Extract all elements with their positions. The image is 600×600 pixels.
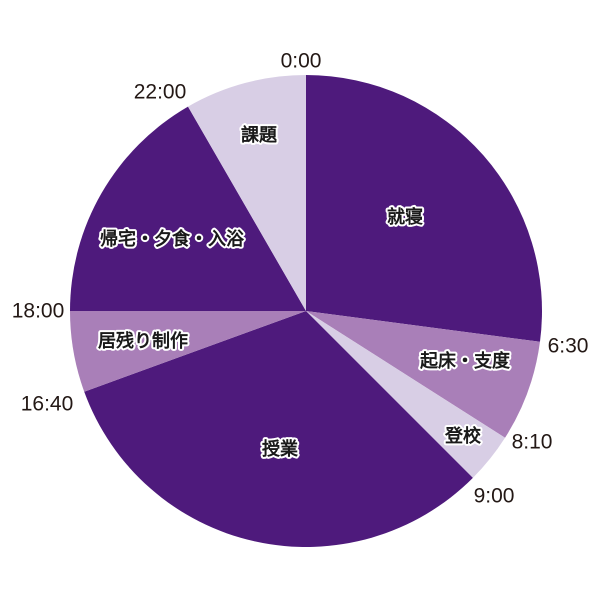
pie-slice	[188, 75, 306, 311]
slice-label: 起床・支度	[419, 350, 511, 372]
slice-label: 帰宅・夕食・入浴	[100, 228, 245, 250]
pie-slice	[306, 75, 542, 342]
slice-label: 登校	[444, 425, 482, 447]
time-tick-label: 22:00	[134, 81, 187, 104]
pie-slice	[306, 311, 506, 478]
pie-slice	[306, 311, 540, 438]
pie-slice	[70, 106, 306, 311]
slice-label: 居残り制作	[98, 330, 188, 352]
time-tick-label: 9:00	[474, 485, 515, 508]
slice-label: 授業	[262, 438, 299, 460]
slice-label: 課題	[241, 124, 278, 146]
pie-slice	[84, 311, 473, 547]
time-tick-label: 16:40	[21, 393, 74, 416]
time-tick-label: 6:30	[548, 335, 589, 358]
time-tick-label: 8:10	[512, 431, 553, 454]
pie-slice	[70, 311, 306, 392]
time-tick-label: 18:00	[12, 300, 65, 323]
time-tick-label: 0:00	[281, 50, 322, 73]
slice-label: 就寝	[387, 206, 423, 228]
